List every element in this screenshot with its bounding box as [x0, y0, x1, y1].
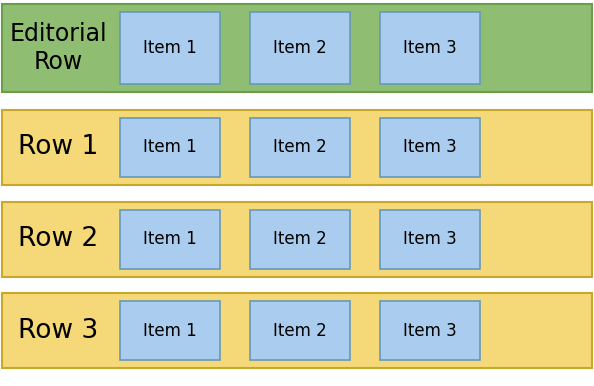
Text: Item 3: Item 3	[403, 39, 457, 57]
FancyBboxPatch shape	[380, 210, 480, 269]
Text: Item 1: Item 1	[143, 322, 197, 340]
FancyBboxPatch shape	[250, 12, 350, 84]
FancyBboxPatch shape	[250, 210, 350, 269]
FancyBboxPatch shape	[120, 118, 220, 177]
FancyBboxPatch shape	[120, 301, 220, 360]
FancyBboxPatch shape	[120, 12, 220, 84]
Text: Item 2: Item 2	[273, 139, 327, 156]
FancyBboxPatch shape	[2, 4, 592, 92]
FancyBboxPatch shape	[2, 110, 592, 185]
Text: Item 3: Item 3	[403, 139, 457, 156]
Text: Editorial
Row: Editorial Row	[9, 22, 107, 74]
FancyBboxPatch shape	[380, 118, 480, 177]
Text: Item 3: Item 3	[403, 322, 457, 340]
FancyBboxPatch shape	[2, 293, 592, 368]
Text: Item 1: Item 1	[143, 139, 197, 156]
Text: Item 1: Item 1	[143, 39, 197, 57]
FancyBboxPatch shape	[380, 301, 480, 360]
FancyBboxPatch shape	[120, 210, 220, 269]
Text: Item 2: Item 2	[273, 230, 327, 249]
Text: Item 2: Item 2	[273, 322, 327, 340]
FancyBboxPatch shape	[2, 202, 592, 277]
FancyBboxPatch shape	[380, 12, 480, 84]
Text: Item 1: Item 1	[143, 230, 197, 249]
Text: Row 2: Row 2	[18, 227, 98, 252]
Text: Item 3: Item 3	[403, 230, 457, 249]
Text: Row 1: Row 1	[18, 134, 98, 161]
Text: Item 2: Item 2	[273, 39, 327, 57]
FancyBboxPatch shape	[250, 118, 350, 177]
Text: Row 3: Row 3	[18, 318, 98, 344]
FancyBboxPatch shape	[250, 301, 350, 360]
